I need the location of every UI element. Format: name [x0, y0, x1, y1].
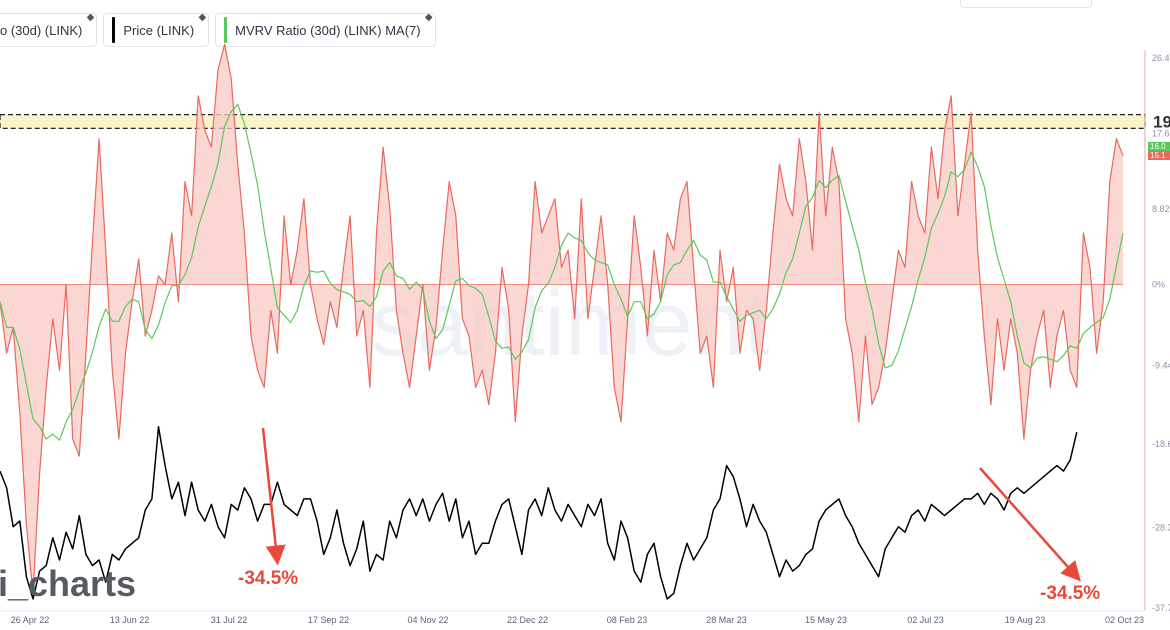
price-line[interactable] — [0, 425, 1078, 600]
x-tick-label: 31 Jul 22 — [211, 615, 248, 625]
y-tick-label: -28.3 — [1152, 522, 1170, 532]
current-value-bg — [1148, 142, 1170, 151]
legend-label-price: Price (LINK) — [123, 22, 195, 38]
y-tick-label: 8.82 — [1152, 204, 1170, 214]
top-control-box[interactable] — [960, 0, 1092, 8]
current-value-badge: 16.0 — [1148, 142, 1170, 151]
y-tick-label: 26.4 — [1152, 53, 1170, 63]
x-tick-label: 02 Oct 23 — [1105, 615, 1144, 625]
ethereum-icon: ◆ — [86, 12, 95, 23]
x-tick-label: 28 Mar 23 — [706, 615, 747, 625]
current-value-text: 16.0 — [1150, 142, 1166, 151]
mvrv-ma-line[interactable] — [0, 103, 1124, 441]
current-value-text: 15.1 — [1150, 151, 1166, 160]
legend-label-mvrv-ma: MVRV Ratio (30d) (LINK) MA(7) — [235, 22, 421, 38]
x-tick-label: 22 Dec 22 — [507, 615, 548, 625]
y-tick-label: -9.44 — [1152, 361, 1170, 371]
current-value-bg — [1148, 151, 1170, 160]
legend-item-mvrv-ma[interactable]: MVRV Ratio (30d) (LINK) MA(7) ◆ — [215, 12, 436, 47]
brand-text: i_charts — [0, 563, 136, 604]
x-tick-label: 17 Sep 22 — [308, 615, 349, 625]
ethereum-icon: ◆ — [198, 12, 207, 23]
x-tick-label: 08 Feb 23 — [607, 615, 648, 625]
x-tick-label: 26 Apr 22 — [11, 615, 50, 625]
current-value-badge: 15.1 — [1148, 151, 1170, 160]
x-tick-label: 13 Jun 22 — [110, 615, 150, 625]
annotation-label-2: -34.5% — [1040, 583, 1100, 604]
drop-arrow-1 — [261, 427, 286, 566]
y-tick-label: 17.6 — [1152, 129, 1170, 139]
x-tick-label: 15 May 23 — [805, 615, 847, 625]
legend-swatch-mvrv-ma — [224, 17, 228, 43]
legend-swatch-price — [112, 17, 116, 43]
highlight-band — [0, 113, 1146, 130]
x-tick-label: 02 Jul 23 — [907, 615, 944, 625]
annotation-label-1: -34.5% — [238, 568, 298, 589]
y-tick-label: -18.6 — [1152, 439, 1170, 449]
x-tick-label: 04 Nov 22 — [407, 615, 448, 625]
x-tick-label: 19 Aug 23 — [1005, 615, 1046, 625]
y-tick-label: -37.7 — [1152, 603, 1170, 613]
chart-legend: o (30d) (LINK) ◆ Price (LINK) ◆ MVRV Rat… — [0, 12, 442, 47]
legend-label-mvrv: o (30d) (LINK) — [0, 22, 83, 38]
right-edge-label: 19 — [1153, 112, 1170, 131]
ethereum-icon: ◆ — [424, 12, 433, 23]
y-tick-label: 0% — [1152, 280, 1165, 290]
mvrv-line[interactable] — [0, 43, 1124, 594]
legend-item-mvrv[interactable]: o (30d) (LINK) ◆ — [0, 12, 98, 47]
drop-arrow-2 — [979, 467, 1081, 582]
legend-item-price[interactable]: Price (LINK) ◆ — [103, 12, 210, 47]
